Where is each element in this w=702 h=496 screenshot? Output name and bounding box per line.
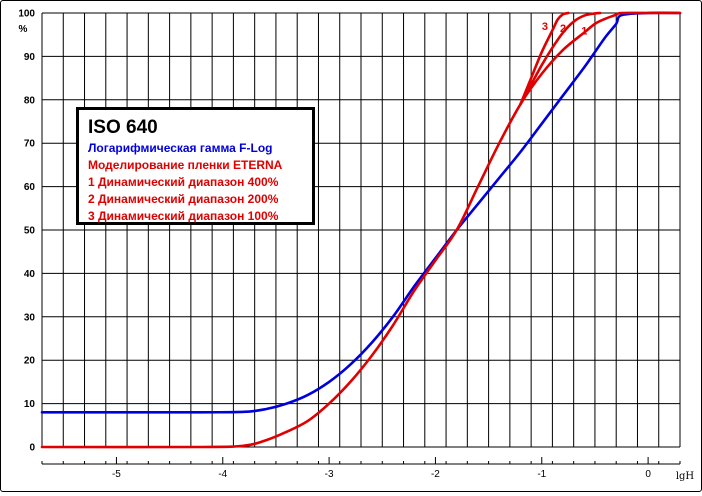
y-axis-label: %	[19, 24, 28, 35]
grid	[41, 12, 681, 448]
legend-item-dr200: 2 Динамический диапазон 200%	[88, 192, 279, 206]
y-tick-label: 40	[24, 269, 36, 280]
series-line-eterna-100	[519, 11, 570, 106]
x-tick-label: -1	[537, 469, 546, 480]
x-tick-label: -2	[431, 469, 440, 480]
y-tick-label: 0	[29, 443, 35, 454]
x-tick-label: -4	[218, 469, 227, 480]
x-axis-label: lgH	[676, 471, 695, 482]
y-tick-label: 20	[24, 356, 36, 367]
x-tick-label: -5	[112, 469, 121, 480]
y-tick-label: 70	[24, 139, 36, 150]
curve-number-label: 2	[560, 23, 566, 35]
axes: -5 -4 -3 -2 -1 0 lgH 0 10 20 30 40 50 60 70 80 90 100%	[18, 9, 694, 483]
y-tick-label: 30	[24, 312, 36, 323]
legend-item-dr400: 1 Динамический диапазон 400%	[88, 175, 279, 189]
legend-item-f-log: Логарифмическая гамма F-Log	[88, 141, 273, 155]
curve-number-label: 3	[542, 21, 548, 33]
y-tick-label: 100	[18, 9, 35, 20]
legend: ISO 640 Логарифмическая гамма F-Log Моде…	[76, 107, 315, 225]
x-tick-label: -3	[325, 469, 334, 480]
y-tick-label: 10	[24, 399, 36, 410]
series-line-eterna-400	[40, 11, 682, 449]
y-tick-label: 50	[24, 226, 36, 237]
y-tick-label: 90	[24, 52, 36, 63]
series-line-eterna-200	[519, 11, 602, 106]
y-tick-label: 80	[24, 95, 36, 106]
legend-item-eterna: Моделирование пленки ETERNA	[88, 158, 283, 172]
x-tick-label: 0	[645, 469, 651, 480]
legend-title: ISO 640	[88, 117, 158, 138]
legend-item-dr100: 3 Динамический диапазон 100%	[88, 209, 279, 223]
series-lines	[40, 11, 682, 449]
y-tick-label: 60	[24, 182, 36, 193]
curve-number-label: 1	[581, 25, 587, 37]
